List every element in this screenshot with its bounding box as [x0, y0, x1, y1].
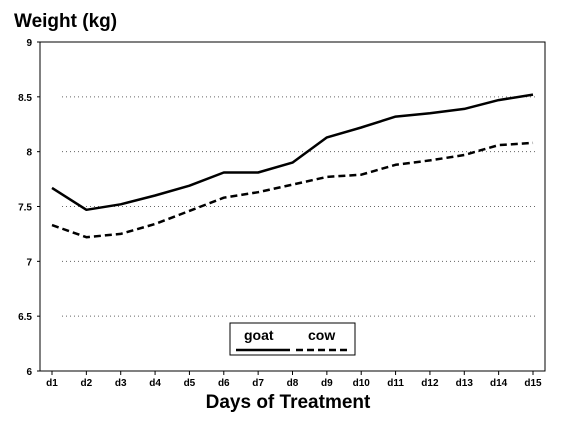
legend-label-goat: goat — [244, 327, 274, 343]
y-tick-label: 6.5 — [18, 312, 32, 323]
legend-label-cow: cow — [308, 327, 335, 343]
x-tick-label: d11 — [387, 378, 404, 389]
y-axis: 6 6.5 7 7.5 8 8.5 9 — [18, 38, 40, 378]
x-tick-label: d1 — [46, 378, 58, 389]
x-tick-label: d3 — [115, 378, 127, 389]
series-lines — [51, 93, 534, 239]
legend: goat cow — [229, 322, 356, 356]
x-axis: d1 d2 d3 d4 d5 d6 d7 d8 d9 d10 d11 d12 d13 d14 d15 — [46, 371, 542, 389]
x-tick-label: d10 — [353, 378, 371, 389]
x-tick-label: d14 — [490, 378, 508, 389]
y-tick-label: 8 — [26, 148, 32, 159]
y-tick-label: 7 — [26, 257, 32, 268]
x-tick-label: d9 — [321, 378, 333, 389]
x-tick-label: d2 — [81, 378, 93, 389]
x-tick-label: d5 — [184, 378, 196, 389]
x-tick-label: d15 — [524, 378, 542, 389]
y-tick-label: 8.5 — [18, 93, 32, 104]
plot-frame — [39, 41, 546, 372]
x-tick-label: d8 — [287, 378, 299, 389]
x-tick-label: d7 — [252, 378, 264, 389]
series-line-goat — [51, 93, 534, 212]
x-tick-label: d13 — [456, 378, 474, 389]
chart-title: Weight (kg) — [14, 11, 117, 32]
grid-lines — [62, 96, 538, 317]
x-tick-label: d6 — [218, 378, 230, 389]
x-axis-title: Days of Treatment — [206, 392, 371, 413]
y-tick-label: 7.5 — [18, 203, 32, 214]
x-tick-label: d12 — [421, 378, 439, 389]
y-tick-label: 9 — [26, 38, 32, 49]
series-line-cow — [51, 141, 534, 239]
x-tick-label: d4 — [149, 378, 161, 389]
y-tick-label: 6 — [26, 367, 32, 378]
